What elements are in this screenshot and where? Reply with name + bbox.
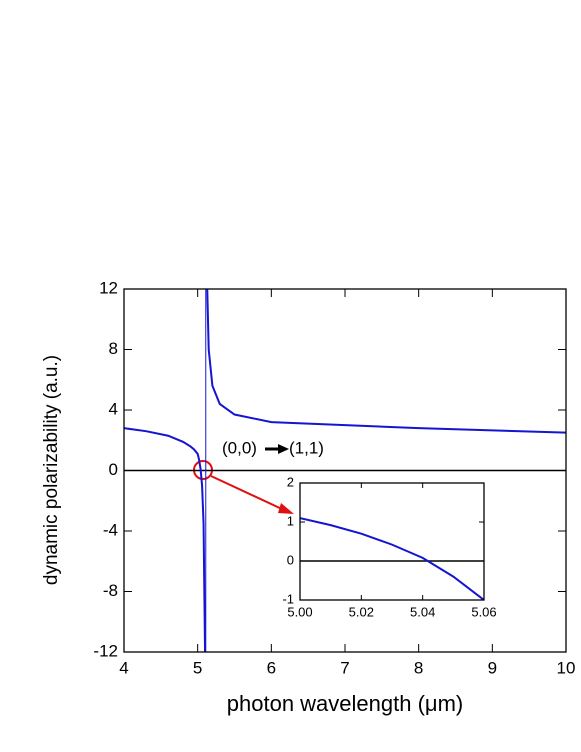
y-tick-label: 0 bbox=[287, 552, 294, 567]
y-tick-label: -12 bbox=[93, 641, 118, 660]
y-tick-label: -4 bbox=[103, 520, 118, 539]
x-tick-label: 5 bbox=[193, 658, 202, 677]
annotation: (1,1) bbox=[289, 438, 324, 457]
plot-frame bbox=[299, 482, 485, 601]
x-tick-label: 4 bbox=[119, 658, 128, 677]
x-tick-label: 5.02 bbox=[349, 604, 374, 619]
y-tick-label: 12 bbox=[99, 278, 118, 297]
arrow-head bbox=[278, 444, 289, 454]
x-axis-label: photon wavelength (μm) bbox=[227, 691, 463, 716]
x-tick-label: 9 bbox=[488, 658, 497, 677]
pointer-arrow-head bbox=[278, 503, 294, 514]
data-line bbox=[300, 517, 484, 600]
x-tick-label: 8 bbox=[414, 658, 423, 677]
y-tick-label: -8 bbox=[103, 581, 118, 600]
x-tick-label: 5.04 bbox=[410, 604, 435, 619]
x-tick-label: 6 bbox=[267, 658, 276, 677]
x-tick-label: 7 bbox=[340, 658, 349, 677]
y-tick-label: 4 bbox=[109, 399, 118, 418]
y-tick-label: -1 bbox=[282, 591, 294, 606]
y-tick-label: 1 bbox=[287, 513, 294, 528]
y-tick-label: 8 bbox=[109, 339, 118, 358]
y-tick-label: 2 bbox=[287, 474, 294, 489]
x-tick-label: 5.00 bbox=[287, 604, 312, 619]
x-tick-label: 10 bbox=[557, 658, 576, 677]
y-axis-label: dynamic polarizability (a.u.) bbox=[41, 355, 62, 585]
data-line bbox=[124, 289, 566, 652]
x-tick-label: 5.06 bbox=[471, 604, 496, 619]
annotation: (0,0) bbox=[222, 438, 257, 457]
inset-background bbox=[300, 483, 484, 600]
plot-frame bbox=[123, 288, 567, 653]
pointer-arrow bbox=[210, 475, 285, 511]
y-tick-label: 0 bbox=[109, 460, 118, 479]
